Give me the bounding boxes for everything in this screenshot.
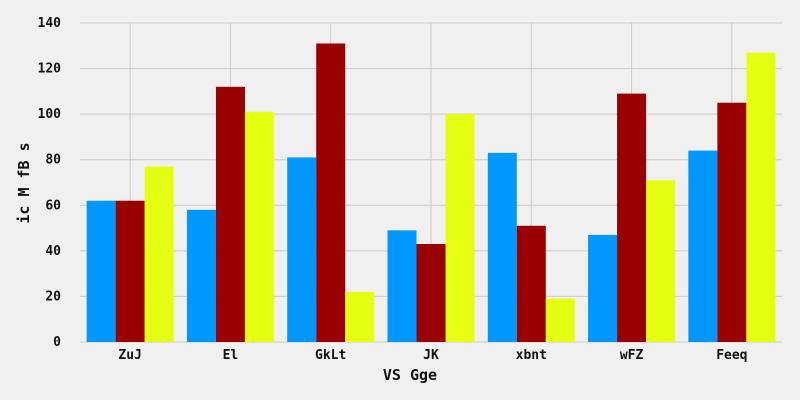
bar <box>617 93 647 342</box>
bar <box>717 102 747 342</box>
bar <box>688 150 718 342</box>
bar <box>316 43 346 342</box>
y-axis-ticks: 0 20 40 60 80 100 120 140 <box>38 16 62 350</box>
bar <box>115 200 145 342</box>
x-tick-label: JK <box>423 348 439 363</box>
bar <box>86 200 116 342</box>
bar <box>416 244 446 342</box>
bar <box>186 209 216 342</box>
y-tick-label: 140 <box>38 16 62 31</box>
y-tick-label: 100 <box>38 107 62 122</box>
bar <box>588 234 618 342</box>
x-tick-label: wFZ <box>620 348 644 363</box>
y-tick-label: 80 <box>45 153 61 168</box>
x-tick-label: xbnt <box>516 348 547 363</box>
bar <box>646 180 676 342</box>
bar <box>516 225 546 342</box>
bar <box>545 298 575 342</box>
y-tick-label: 0 <box>53 335 61 350</box>
bar <box>144 166 174 342</box>
bar <box>746 52 776 342</box>
bar <box>287 157 317 342</box>
bar <box>487 152 517 342</box>
x-tick-label: Feeq <box>716 348 747 363</box>
x-axis-label: VS Gge <box>383 366 437 384</box>
bars <box>86 43 776 343</box>
x-tick-label: GkLt <box>315 348 346 363</box>
y-tick-label: 40 <box>45 244 61 259</box>
bar <box>244 111 274 342</box>
y-tick-label: 120 <box>38 62 62 77</box>
x-tick-label: ZuJ <box>118 348 141 363</box>
bar <box>215 86 245 342</box>
x-tick-label: El <box>223 348 239 363</box>
bar <box>445 114 475 343</box>
y-tick-label: 20 <box>45 289 61 304</box>
x-axis-ticks: ZuJ El GkLt JK xbnt wFZ Feeq <box>118 348 747 363</box>
bar <box>387 230 417 342</box>
bar <box>345 291 375 342</box>
y-axis-label: ic M fB s <box>15 142 33 223</box>
y-tick-label: 60 <box>45 198 61 213</box>
